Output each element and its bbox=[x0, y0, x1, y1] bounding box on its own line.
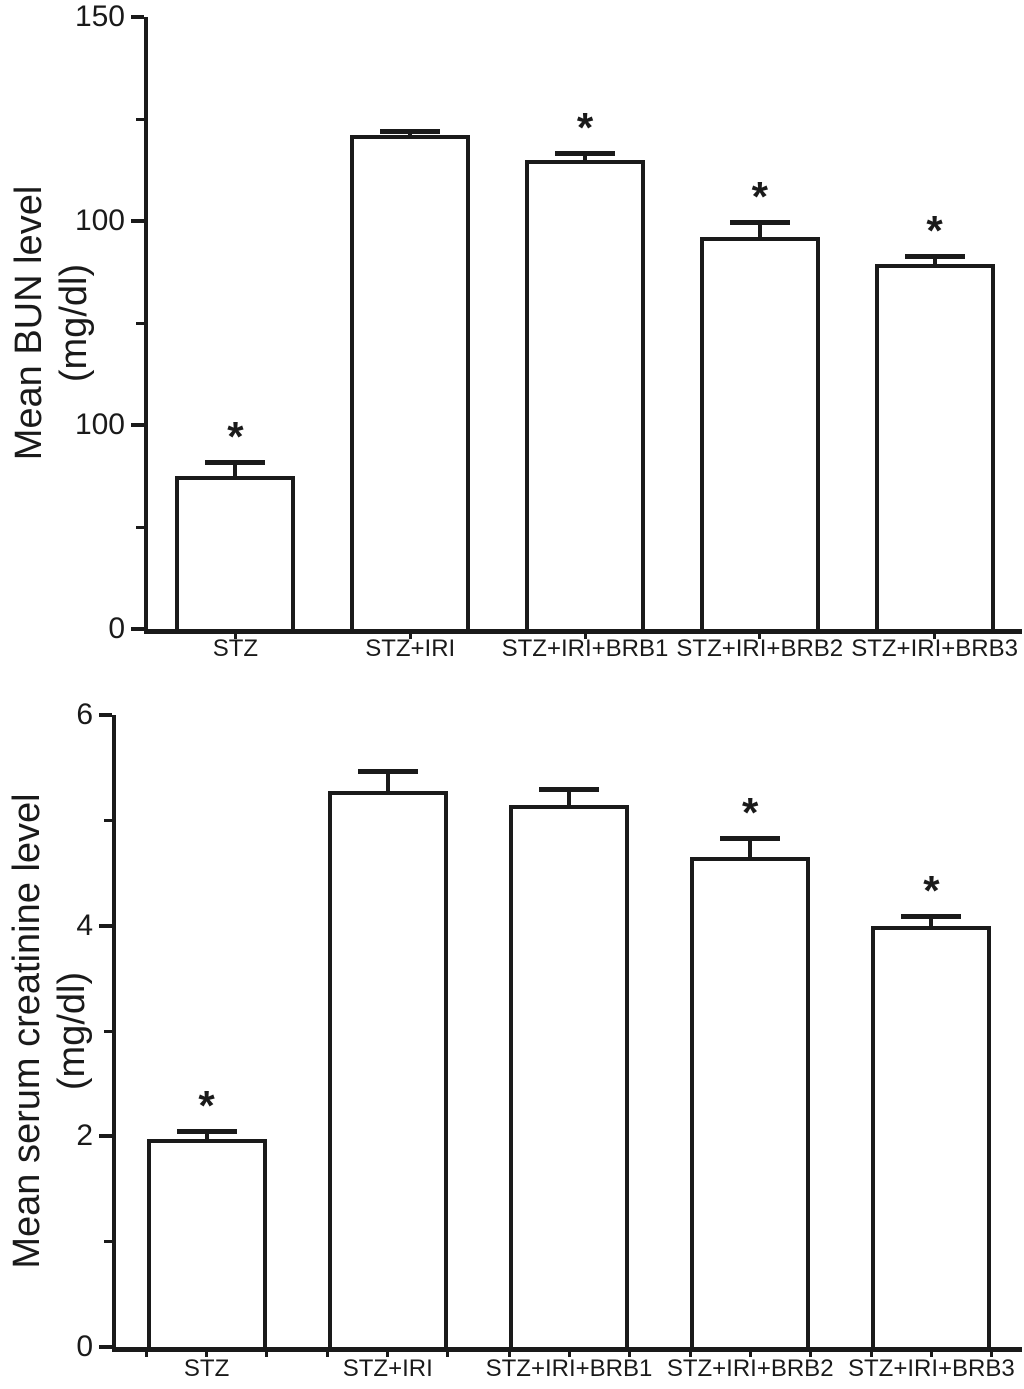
y-axis-line bbox=[112, 715, 116, 1352]
error-bar-whisker bbox=[204, 1131, 209, 1142]
error-bar-cap bbox=[555, 150, 615, 156]
y-axis-line bbox=[144, 17, 148, 634]
y-minor-tick bbox=[136, 321, 144, 325]
bar bbox=[327, 790, 448, 1351]
y-major-tick bbox=[99, 713, 112, 717]
y-major-tick bbox=[131, 15, 144, 19]
bar bbox=[175, 476, 296, 633]
x-tick-mark bbox=[688, 1351, 692, 1357]
x-tick-mark bbox=[989, 1351, 993, 1357]
significance-asterisk: * bbox=[198, 1082, 215, 1130]
x-tick-mark bbox=[583, 633, 587, 639]
error-bar-cap bbox=[380, 129, 441, 135]
error-bar-cap bbox=[720, 836, 781, 842]
error-bar-whisker bbox=[583, 152, 587, 162]
x-tick-label: STZ+IRI+BRB2 bbox=[676, 635, 844, 662]
y-axis-title: Mean serum creatinine level (mg/dl) bbox=[5, 681, 97, 1381]
error-bar-whisker bbox=[567, 788, 571, 807]
x-tick-label: STZ+IRI+BRB3 bbox=[848, 1355, 1015, 1382]
y-tick-label: 0 bbox=[108, 612, 125, 645]
y-tick-label: 4 bbox=[76, 908, 93, 942]
error-bar-cap bbox=[176, 1129, 237, 1135]
x-tick-label: STZ+IRI bbox=[342, 1355, 433, 1382]
y-minor-tick bbox=[104, 1029, 112, 1033]
x-tick-mark bbox=[933, 633, 937, 639]
significance-asterisk: * bbox=[576, 103, 594, 151]
x-tick-label: STZ+IRI bbox=[365, 635, 456, 662]
x-tick-label: STZ bbox=[183, 1355, 230, 1382]
x-tick-mark bbox=[408, 633, 412, 639]
x-tick-label: STZ+IRI+BRB1 bbox=[485, 1355, 653, 1382]
x-tick-mark bbox=[233, 633, 237, 639]
bar bbox=[509, 804, 629, 1351]
error-bar-cap bbox=[904, 253, 965, 259]
significance-asterisk: * bbox=[742, 789, 759, 837]
error-bar-whisker bbox=[408, 131, 413, 138]
error-bar-whisker bbox=[385, 770, 390, 793]
x-tick-mark bbox=[326, 1351, 330, 1357]
significance-asterisk: * bbox=[923, 867, 940, 915]
y-axis-title-line: (mg/dl) bbox=[51, 971, 93, 1091]
error-bar-whisker bbox=[929, 916, 934, 928]
x-tick-mark bbox=[808, 1351, 812, 1357]
error-bar-cap bbox=[901, 914, 962, 920]
error-bar-whisker bbox=[757, 222, 762, 240]
x-tick-mark bbox=[446, 1351, 450, 1357]
bar bbox=[874, 263, 995, 633]
bar bbox=[871, 925, 992, 1351]
x-tick-mark bbox=[145, 1351, 149, 1357]
y-tick-label: 100 bbox=[74, 204, 125, 237]
x-tick-label: STZ+IRI+BRB1 bbox=[501, 635, 669, 662]
error-bar-whisker bbox=[932, 255, 937, 266]
y-minor-tick bbox=[136, 117, 144, 121]
y-minor-tick bbox=[104, 1240, 112, 1244]
y-major-tick bbox=[131, 423, 144, 427]
y-tick-label: 150 bbox=[74, 0, 125, 33]
x-tick-mark bbox=[869, 1351, 873, 1357]
x-tick-mark bbox=[507, 1351, 511, 1357]
bar bbox=[146, 1139, 267, 1351]
y-minor-tick bbox=[104, 818, 112, 822]
y-axis-title-line: Mean serum creatinine level bbox=[6, 793, 48, 1269]
significance-asterisk: * bbox=[227, 412, 244, 460]
error-bar-cap bbox=[539, 786, 599, 792]
error-bar-whisker bbox=[748, 838, 753, 860]
x-tick-mark bbox=[627, 1351, 631, 1357]
error-bar-whisker bbox=[233, 461, 238, 478]
bar bbox=[350, 135, 471, 633]
y-major-tick bbox=[131, 627, 144, 631]
x-tick-mark bbox=[758, 633, 762, 639]
x-tick-label: STZ bbox=[212, 635, 259, 662]
bar bbox=[525, 159, 645, 633]
y-major-tick bbox=[99, 1345, 112, 1349]
y-tick-label: 0 bbox=[76, 1330, 93, 1363]
x-tick-label: STZ+IRI+BRB2 bbox=[666, 1355, 834, 1382]
bar bbox=[690, 857, 811, 1351]
error-bar-cap bbox=[729, 220, 790, 226]
y-tick-label: 100 bbox=[74, 408, 125, 441]
y-tick-label: 6 bbox=[76, 698, 93, 731]
x-tick-mark bbox=[386, 1351, 390, 1357]
x-tick-label: STZ+IRI+BRB3 bbox=[851, 635, 1018, 662]
y-major-tick bbox=[99, 923, 112, 928]
y-major-tick bbox=[131, 219, 144, 223]
x-tick-mark bbox=[205, 1351, 209, 1357]
x-tick-mark bbox=[567, 1351, 571, 1357]
x-tick-mark bbox=[929, 1351, 933, 1357]
y-tick-label: 2 bbox=[76, 1119, 93, 1153]
y-minor-tick bbox=[136, 525, 144, 529]
error-bar-cap bbox=[205, 459, 266, 465]
x-tick-mark bbox=[748, 1351, 752, 1357]
x-axis-line bbox=[144, 629, 1022, 634]
x-tick-mark bbox=[265, 1351, 269, 1357]
error-bar-cap bbox=[357, 768, 418, 774]
x-axis-line bbox=[112, 1347, 1022, 1352]
significance-asterisk: * bbox=[751, 173, 768, 221]
significance-asterisk: * bbox=[926, 206, 943, 254]
y-major-tick bbox=[99, 1134, 112, 1139]
